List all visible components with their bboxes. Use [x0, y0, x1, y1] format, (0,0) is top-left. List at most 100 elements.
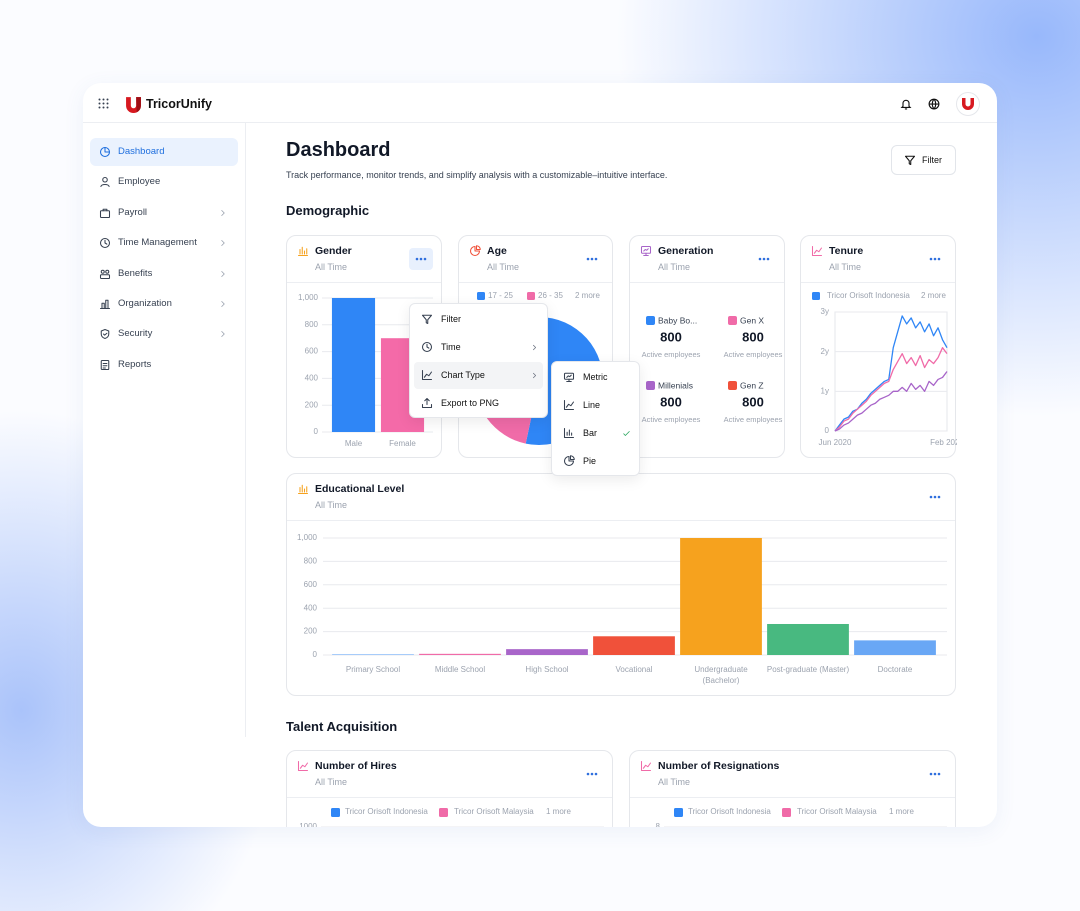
dot: [423, 257, 427, 261]
x-tick-label: Undergraduate (Bachelor): [694, 665, 748, 685]
nav-item[interactable]: Reports: [90, 351, 238, 379]
apps-icon[interactable]: [98, 98, 109, 109]
nav-icon-part: [102, 333, 108, 337]
legend-label: Tricor Orisoft Indonesia: [827, 291, 910, 300]
metric-value: 800: [742, 329, 764, 344]
filter-icon: [904, 155, 916, 166]
menu-label: Chart Type: [441, 370, 485, 380]
more-button[interactable]: [580, 763, 604, 785]
more-button[interactable]: [580, 248, 604, 270]
divider: [287, 520, 955, 521]
sidebar: Dashboard Employee Payroll Time Management B…: [83, 123, 246, 737]
x-tick-label: Doctorate: [877, 665, 913, 674]
nav-item[interactable]: Benefits: [90, 260, 238, 288]
card-subtitle: All Time: [829, 262, 862, 272]
nav-item[interactable]: Organization: [90, 290, 238, 318]
chevron: [221, 331, 225, 338]
nav-item[interactable]: Dashboard: [90, 138, 238, 166]
legend-swatch: [477, 292, 485, 300]
y-tick-label: 200: [304, 627, 318, 636]
menu-icon: [563, 455, 575, 467]
logo: [126, 97, 141, 113]
x-tick-label: Vocational: [615, 665, 653, 674]
x-tick-label: Male: [344, 439, 363, 448]
bar: [332, 654, 414, 655]
menu-item[interactable]: Pie: [556, 448, 635, 475]
top-bar: TricorUnify: [83, 83, 997, 123]
chart: 0 1y 2y 3y Jun 2020 Feb 2023 Tricor Orisoft In…: [812, 291, 957, 447]
chevron-part: [221, 209, 225, 216]
nav-label: Organization: [118, 298, 172, 309]
line-series: [834, 371, 948, 432]
bar: [680, 538, 762, 655]
metric-swatch: [728, 381, 737, 390]
menu-item[interactable]: Time: [414, 334, 543, 361]
y-tick-label: 0: [314, 427, 319, 436]
menu-icon-part: [426, 343, 430, 349]
y-tick-label: 800: [305, 320, 319, 329]
menu-icon-part: [421, 369, 433, 381]
chart: Baby Bo... 800 Active employees Gen X 800 Act…: [642, 315, 783, 424]
legend-swatch: [812, 292, 820, 300]
more-button[interactable]: [923, 486, 947, 508]
x-tick-label: Primary School: [345, 665, 401, 674]
y-tick-label: 600: [305, 347, 319, 356]
section-title: Talent Acquisition: [286, 719, 398, 734]
nav-item[interactable]: Employee: [90, 168, 238, 196]
menu-icon-part: [421, 397, 433, 409]
legend-swatch: [527, 292, 535, 300]
legend-more: 2 more: [921, 291, 946, 300]
more-button[interactable]: [409, 248, 433, 270]
nav-icon: [99, 208, 111, 218]
chart-type-submenu: Metric Line Bar Pie: [551, 361, 640, 476]
menu-icon-part: [563, 399, 575, 411]
dot: [933, 772, 937, 776]
metric-value: 800: [660, 394, 682, 409]
more-button[interactable]: [923, 248, 947, 270]
y-tick-label: 1y: [821, 386, 829, 395]
y-tick-label: 3y: [821, 307, 829, 316]
menu-icon: [563, 372, 575, 383]
menu-icon: [421, 314, 433, 325]
filter-button[interactable]: Filter: [891, 145, 956, 175]
nav-icon-part: [100, 184, 110, 188]
card-title: Educational Level: [315, 483, 405, 495]
bar: [767, 623, 849, 655]
metric-label: Baby Bo...: [658, 315, 697, 325]
chart: 0 200 400 600 800 1,000: [297, 533, 947, 659]
nav-item[interactable]: Time Management: [90, 229, 238, 257]
avatar[interactable]: [956, 92, 980, 116]
card-icon-part: [297, 484, 309, 495]
nav-icon-part: [102, 208, 108, 212]
nav-icon-part: [99, 210, 111, 218]
bell-icon[interactable]: [900, 98, 912, 110]
line-series: [834, 315, 948, 432]
menu-item[interactable]: Bar: [556, 420, 635, 447]
nav-icon-part: [100, 269, 105, 274]
menu-item[interactable]: Line: [556, 392, 635, 419]
menu-item[interactable]: Export to PNG: [414, 390, 543, 417]
nav-item[interactable]: Security: [90, 320, 238, 348]
legend-label: Tricor Orisoft Indonesia: [688, 807, 771, 816]
menu-label: Pie: [583, 456, 597, 466]
bar: [593, 636, 675, 655]
menu-label: Time: [441, 342, 461, 352]
menu-icon-part: [421, 314, 433, 325]
globe-icon[interactable]: [928, 98, 940, 110]
menu-icon: [563, 399, 575, 411]
page-subtitle: Track performance, monitor trends, and s…: [286, 170, 668, 180]
nav-item[interactable]: Payroll: [90, 199, 238, 227]
nav-label: Security: [118, 328, 153, 340]
metric-label: Gen Z: [740, 380, 764, 390]
dot: [590, 257, 594, 261]
more-button[interactable]: [923, 763, 947, 785]
divider: [287, 797, 612, 798]
menu-item[interactable]: Filter: [414, 306, 543, 333]
generation-card: Generation All Time Baby Bo... 800 Active em…: [629, 235, 785, 458]
y-tick-label: 600: [304, 580, 318, 589]
menu-item[interactable]: Metric: [556, 364, 635, 391]
menu-icon: [421, 369, 433, 381]
menu-item[interactable]: Chart Type: [414, 362, 543, 389]
more-button[interactable]: [752, 248, 776, 270]
